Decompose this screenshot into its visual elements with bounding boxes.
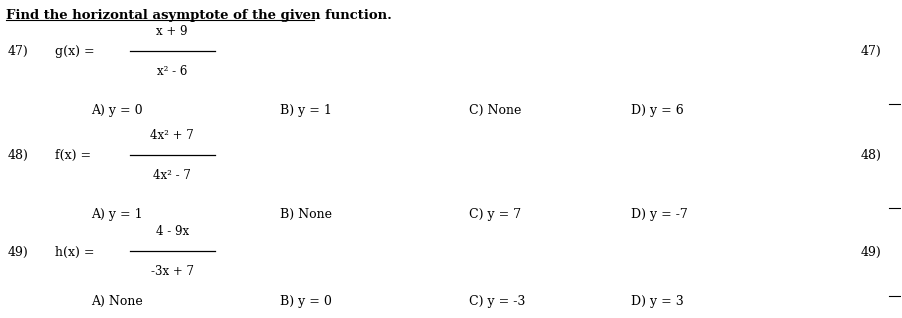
Text: 49): 49) [861,245,881,259]
Text: 48): 48) [8,149,29,162]
Text: C) None: C) None [469,104,521,117]
Text: f(x) =: f(x) = [55,149,91,162]
Text: A) y = 0: A) y = 0 [91,104,143,117]
Text: h(x) =: h(x) = [55,245,95,259]
Text: A) y = 1: A) y = 1 [91,208,143,221]
Text: Find the horizontal asymptote of the given function.: Find the horizontal asymptote of the giv… [6,9,391,22]
Text: C) y = -3: C) y = -3 [469,295,525,308]
Text: x² - 6: x² - 6 [157,65,188,78]
Text: D) y = -7: D) y = -7 [630,208,687,221]
Text: A) None: A) None [91,295,143,308]
Text: 4x² + 7: 4x² + 7 [151,129,194,142]
Text: 47): 47) [861,45,881,58]
Text: C) y = 7: C) y = 7 [469,208,521,221]
Text: D) y = 3: D) y = 3 [630,295,684,308]
Text: -3x + 7: -3x + 7 [151,265,194,278]
Text: 4x² - 7: 4x² - 7 [153,169,191,182]
Text: g(x) =: g(x) = [55,45,95,58]
Text: B) y = 1: B) y = 1 [281,104,332,117]
Text: 48): 48) [861,149,881,162]
Text: D) y = 6: D) y = 6 [630,104,684,117]
Text: 49): 49) [8,245,29,259]
Text: 47): 47) [8,45,29,58]
Text: B) None: B) None [281,208,332,221]
Text: x + 9: x + 9 [156,24,188,38]
Text: 4 - 9x: 4 - 9x [156,225,189,238]
Text: B) y = 0: B) y = 0 [281,295,332,308]
